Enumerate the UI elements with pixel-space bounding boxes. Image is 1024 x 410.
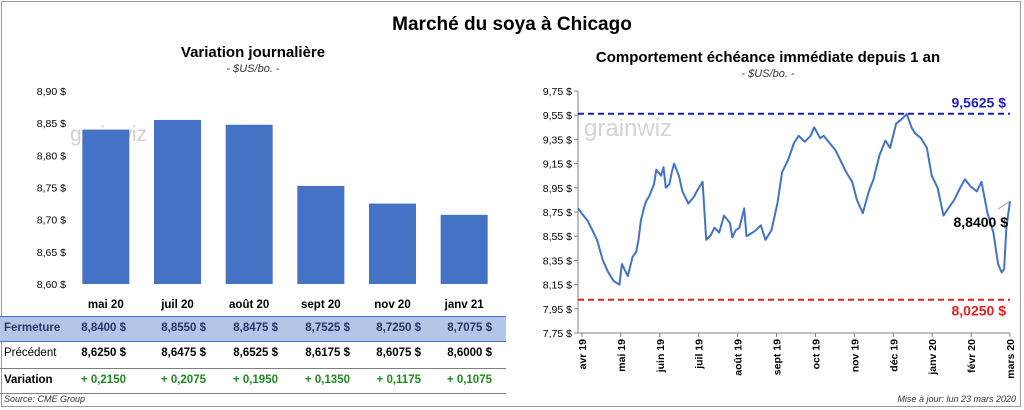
y-tick-label: 7,95 $ <box>543 304 572 316</box>
y-tick-label: 7,75 $ <box>543 328 572 340</box>
x-tick-label: août 19 <box>733 339 745 376</box>
x-tick-label: juin 19 <box>655 339 667 373</box>
y-tick-label: 8,85 $ <box>37 118 66 130</box>
table-row-close: Fermeture 8,8400 $ 8,8550 $ 8,8475 $ 8,7… <box>0 316 506 342</box>
table-cell: 8,6250 $ <box>81 347 126 359</box>
table-row-previous: Précédent 8,6250 $ 8,6475 $ 8,6525 $ 8,6… <box>0 342 506 366</box>
price-line <box>577 113 1011 286</box>
last-value-leader <box>997 200 1011 210</box>
bar <box>297 185 345 284</box>
y-tick-label: 8,75 $ <box>543 207 572 219</box>
x-tick-label: déc 19 <box>888 339 900 372</box>
table-cell: 8,7075 $ <box>447 322 492 334</box>
y-tick-label: 9,55 $ <box>543 110 572 122</box>
table-cell: 8,8400 $ <box>81 322 126 334</box>
y-tick-label: 8,65 $ <box>37 247 66 259</box>
watermark-logo: grainwiz <box>584 115 672 142</box>
table-cell: 8,8475 $ <box>233 322 278 334</box>
x-tick-label: sept 19 <box>772 339 784 375</box>
bar <box>369 203 416 284</box>
last-value-label: 8,8400 $ <box>954 214 1009 230</box>
line-chart-title: Comportement échéance immédiate depuis 1… <box>595 49 941 66</box>
y-tick-label: 8,15 $ <box>543 280 572 292</box>
table-cell: 8,7525 $ <box>305 322 350 334</box>
x-tick-label: sept 20 <box>301 299 341 311</box>
bar-chart-title: Variation journalière <box>180 44 326 61</box>
update-note: Mise à jour: lun 23 mars 2020 <box>897 394 1016 404</box>
table-cell: + 0,1075 <box>446 374 492 386</box>
table-cell: 8,6000 $ <box>447 347 492 359</box>
x-tick-label: janv 20 <box>927 339 939 376</box>
line-chart: grainwiz 7,75 $ 7,95 $ 8,15 $ 8,35 $ 8,55 $ 8,… <box>543 86 1017 379</box>
y-tick-label: 8,75 $ <box>37 183 66 195</box>
x-tick-label: nov 19 <box>849 339 861 372</box>
y-tick-label: 8,55 $ <box>543 231 572 243</box>
table-cell: 8,7250 $ <box>376 322 421 334</box>
table-cell: 8,6525 $ <box>233 347 278 359</box>
x-tick-label: janv 21 <box>444 299 485 311</box>
line-chart-unit: - $US/bo. - <box>741 68 795 80</box>
bar-chart-unit: - $US/bo. - <box>226 63 280 75</box>
bar-chart: grainwiz8,60 $8,65 $8,70 $8,75 $8,80 $8,… <box>37 86 488 311</box>
bar <box>82 129 130 284</box>
x-tick-label: avr 19 <box>577 339 589 370</box>
x-tick-label: juil 20 <box>160 299 194 311</box>
bar <box>440 214 488 284</box>
x-tick-label: févr 20 <box>966 339 978 373</box>
table-cell: + 0,1950 <box>232 374 278 386</box>
x-tick-label: août 20 <box>229 299 269 311</box>
row-label-previous: Précédent <box>4 347 57 359</box>
table-cell: + 0,1350 <box>304 374 350 386</box>
x-tick-label: oct 19 <box>810 339 822 370</box>
source-note: Source: CME Group <box>4 394 86 404</box>
y-tick-label: 9,35 $ <box>543 134 572 146</box>
y-tick-label: 8,60 $ <box>37 279 66 291</box>
y-tick-label: 8,70 $ <box>37 215 66 227</box>
y-tick-label: 9,75 $ <box>543 86 572 98</box>
row-label-variation: Variation <box>4 374 53 386</box>
bar <box>154 119 201 284</box>
table-cell: + 0,2075 <box>160 374 206 386</box>
reference-line-label: 9,5625 $ <box>952 95 1007 111</box>
table-cell: + 0,2150 <box>80 374 126 386</box>
table-cell: 8,6175 $ <box>305 347 350 359</box>
x-tick-label: juil 19 <box>694 339 706 370</box>
bar <box>225 124 273 285</box>
table-cell: 8,6075 $ <box>376 347 421 359</box>
reference-line-label: 8,0250 $ <box>952 303 1007 319</box>
x-tick-label: mars 20 <box>1005 339 1017 379</box>
main-title: Marché du soya à Chicago <box>392 14 632 35</box>
table-cell: + 0,1175 <box>376 374 421 386</box>
y-tick-label: 8,80 $ <box>37 150 66 162</box>
x-tick-label: mai 20 <box>88 299 124 311</box>
y-tick-label: 9,15 $ <box>543 159 572 171</box>
y-tick-label: 8,90 $ <box>37 86 66 98</box>
row-label-close: Fermeture <box>4 322 61 334</box>
y-tick-label: 8,35 $ <box>543 255 572 267</box>
x-tick-label: mai 19 <box>616 339 628 372</box>
y-tick-label: 8,95 $ <box>543 183 572 195</box>
table-cell: 8,8550 $ <box>161 322 206 334</box>
table-row-variation: Variation + 0,2150 + 0,2075 + 0,1950 + 0… <box>0 368 506 394</box>
x-tick-label: nov 20 <box>374 299 410 311</box>
table-cell: 8,6475 $ <box>161 347 206 359</box>
